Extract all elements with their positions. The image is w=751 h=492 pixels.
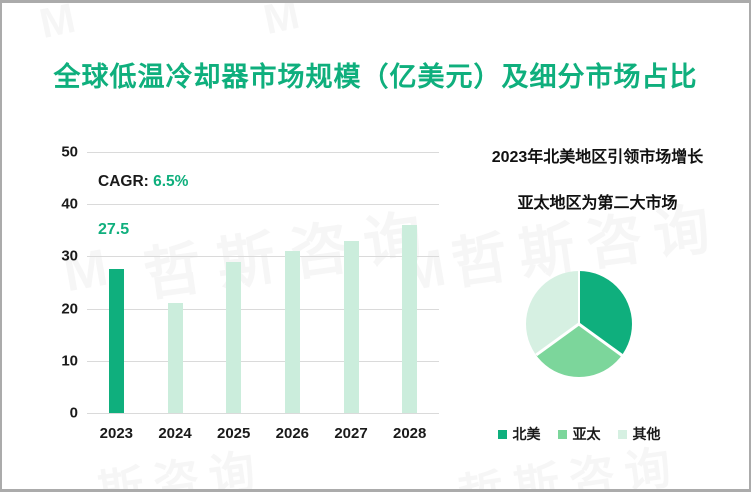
legend-item-其他: 其他 — [617, 424, 661, 444]
x-tick-label-2026: 2026 — [275, 425, 310, 442]
gridline-30 — [87, 256, 439, 258]
bar-2023 — [108, 269, 124, 413]
cagr-label: CAGR: — [98, 173, 149, 190]
legend-label: 其他 — [632, 426, 661, 442]
legend-swatch — [617, 429, 627, 439]
bar-column-2024 — [146, 152, 205, 413]
legend-item-北美: 北美 — [497, 424, 541, 444]
gridline-50 — [87, 152, 439, 153]
bar-column-2023 — [87, 152, 146, 413]
insight-line-1: 2023年北美地区引领市场增长 — [491, 149, 704, 166]
bar-column-2026 — [263, 152, 322, 413]
y-tick-label-40: 40 — [61, 195, 78, 213]
bar-series — [87, 152, 439, 413]
bar-column-2027 — [322, 152, 381, 413]
pie-separator — [577, 271, 581, 324]
insight-line-2: 亚太地区为第二大市场 — [517, 195, 678, 212]
x-tick-label-2023: 2023 — [99, 425, 134, 442]
y-tick-label-30: 30 — [61, 247, 78, 265]
bar-2023-value-label: 27.5 — [98, 221, 130, 238]
pie-separator — [535, 322, 580, 357]
legend-swatch — [557, 429, 567, 439]
pie-separator — [578, 322, 623, 357]
x-axis-labels: 2023 2024 2025 2026 2027 2028 — [87, 425, 439, 442]
bar-column-2028 — [380, 152, 439, 413]
legend-item-亚太: 亚太 — [557, 424, 601, 444]
insight-text-block: 2023年北美地区引领市场增长 亚太地区为第二大市场 — [445, 143, 749, 213]
legend-swatch — [497, 429, 507, 439]
bar-2024 — [167, 303, 183, 413]
y-tick-label-10: 10 — [61, 352, 78, 370]
cagr-value: 6.5% — [153, 173, 189, 190]
y-tick-label-0: 0 — [69, 404, 78, 422]
pie-chart — [526, 271, 632, 377]
legend-label: 北美 — [512, 426, 541, 442]
pie-legend: 北美 亚太 其他 — [445, 424, 713, 444]
bar-chart: 0 10 20 30 40 50 — [61, 144, 439, 422]
gridline-20 — [87, 308, 439, 310]
x-tick-label-2024: 2024 — [158, 425, 192, 442]
gridline-10 — [87, 360, 439, 362]
legend-label: 亚太 — [572, 426, 601, 442]
bar-2027 — [343, 240, 359, 413]
bar-column-2025 — [204, 152, 263, 413]
watermark-logo: M — [259, 3, 303, 44]
watermark-text: 斯咨询 — [93, 434, 269, 489]
gridline-40 — [87, 204, 439, 206]
bar-2028 — [402, 225, 418, 413]
bar-2025 — [226, 261, 242, 413]
y-tick-label-20: 20 — [61, 300, 78, 318]
y-tick-label-50: 50 — [61, 143, 78, 161]
watermark-logo: M — [35, 3, 79, 48]
gridline-0 — [87, 413, 439, 414]
x-tick-label-2027: 2027 — [334, 425, 368, 442]
x-tick-label-2028: 2028 — [393, 425, 427, 442]
cagr-annotation: CAGR: 6.5% — [98, 173, 188, 191]
page-title: 全球低温冷却器市场规模（亿美元）及细分市场占比 — [53, 62, 698, 92]
bar-2026 — [284, 251, 300, 413]
x-tick-label-2025: 2025 — [216, 425, 251, 442]
